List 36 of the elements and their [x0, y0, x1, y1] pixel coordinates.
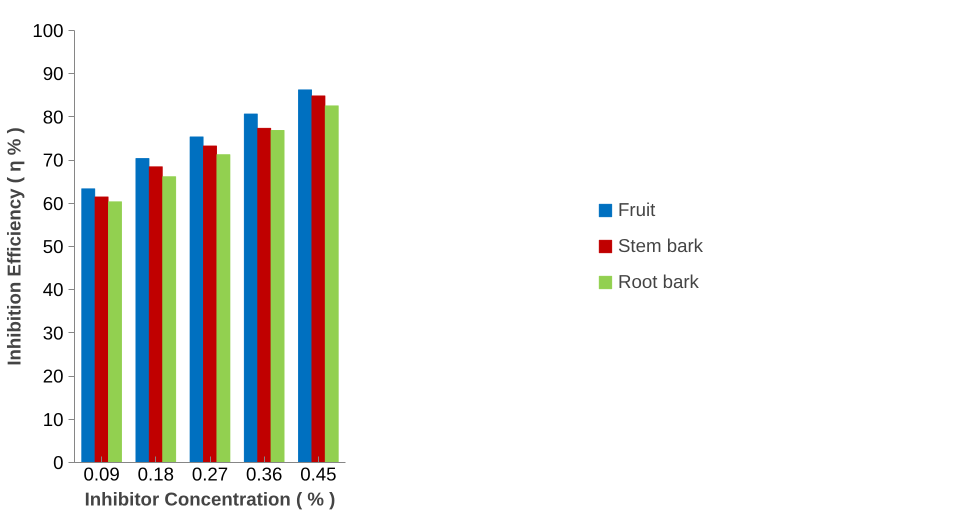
x-tick-label: 0.36 [246, 464, 282, 484]
y-tick-label: 100 [32, 20, 64, 41]
bar [257, 128, 272, 462]
bar [203, 146, 217, 462]
y-tick-label: 90 [42, 63, 64, 84]
bar [162, 176, 176, 462]
bar [270, 130, 285, 462]
bar [190, 136, 204, 462]
y-tick-label: 0 [53, 452, 64, 473]
legend-label: Fruit [618, 199, 656, 221]
y-tick-label: 30 [42, 322, 64, 344]
y-tick-label: 60 [42, 192, 64, 214]
bar [311, 95, 326, 462]
bar [324, 105, 339, 462]
y-axis-title: Inhibition Efficiency ( η % ) [3, 127, 24, 366]
x-axis-title: Inhibitor Concentration ( % ) [84, 488, 336, 510]
y-tick-label: 20 [42, 366, 64, 387]
bar [94, 196, 109, 462]
y-tick-label: 70 [42, 150, 64, 171]
bar [135, 158, 150, 462]
bar [216, 154, 230, 462]
bar [81, 188, 96, 462]
legend-label: Root bark [618, 271, 699, 293]
x-tick-label: 0.18 [138, 464, 174, 484]
x-tick-label: 0.27 [192, 464, 228, 484]
legend-label: Stem bark [618, 235, 704, 257]
y-tick-label: 10 [42, 408, 64, 430]
x-tick-label: 0.09 [83, 464, 120, 484]
x-tick-label: 0.45 [300, 464, 337, 484]
y-tick-label: 80 [42, 106, 64, 128]
y-tick-label: 50 [42, 236, 64, 257]
y-tick-label: 40 [42, 279, 64, 300]
bar [298, 89, 312, 462]
bar [148, 166, 163, 462]
bar [244, 114, 258, 462]
bar [108, 201, 122, 462]
